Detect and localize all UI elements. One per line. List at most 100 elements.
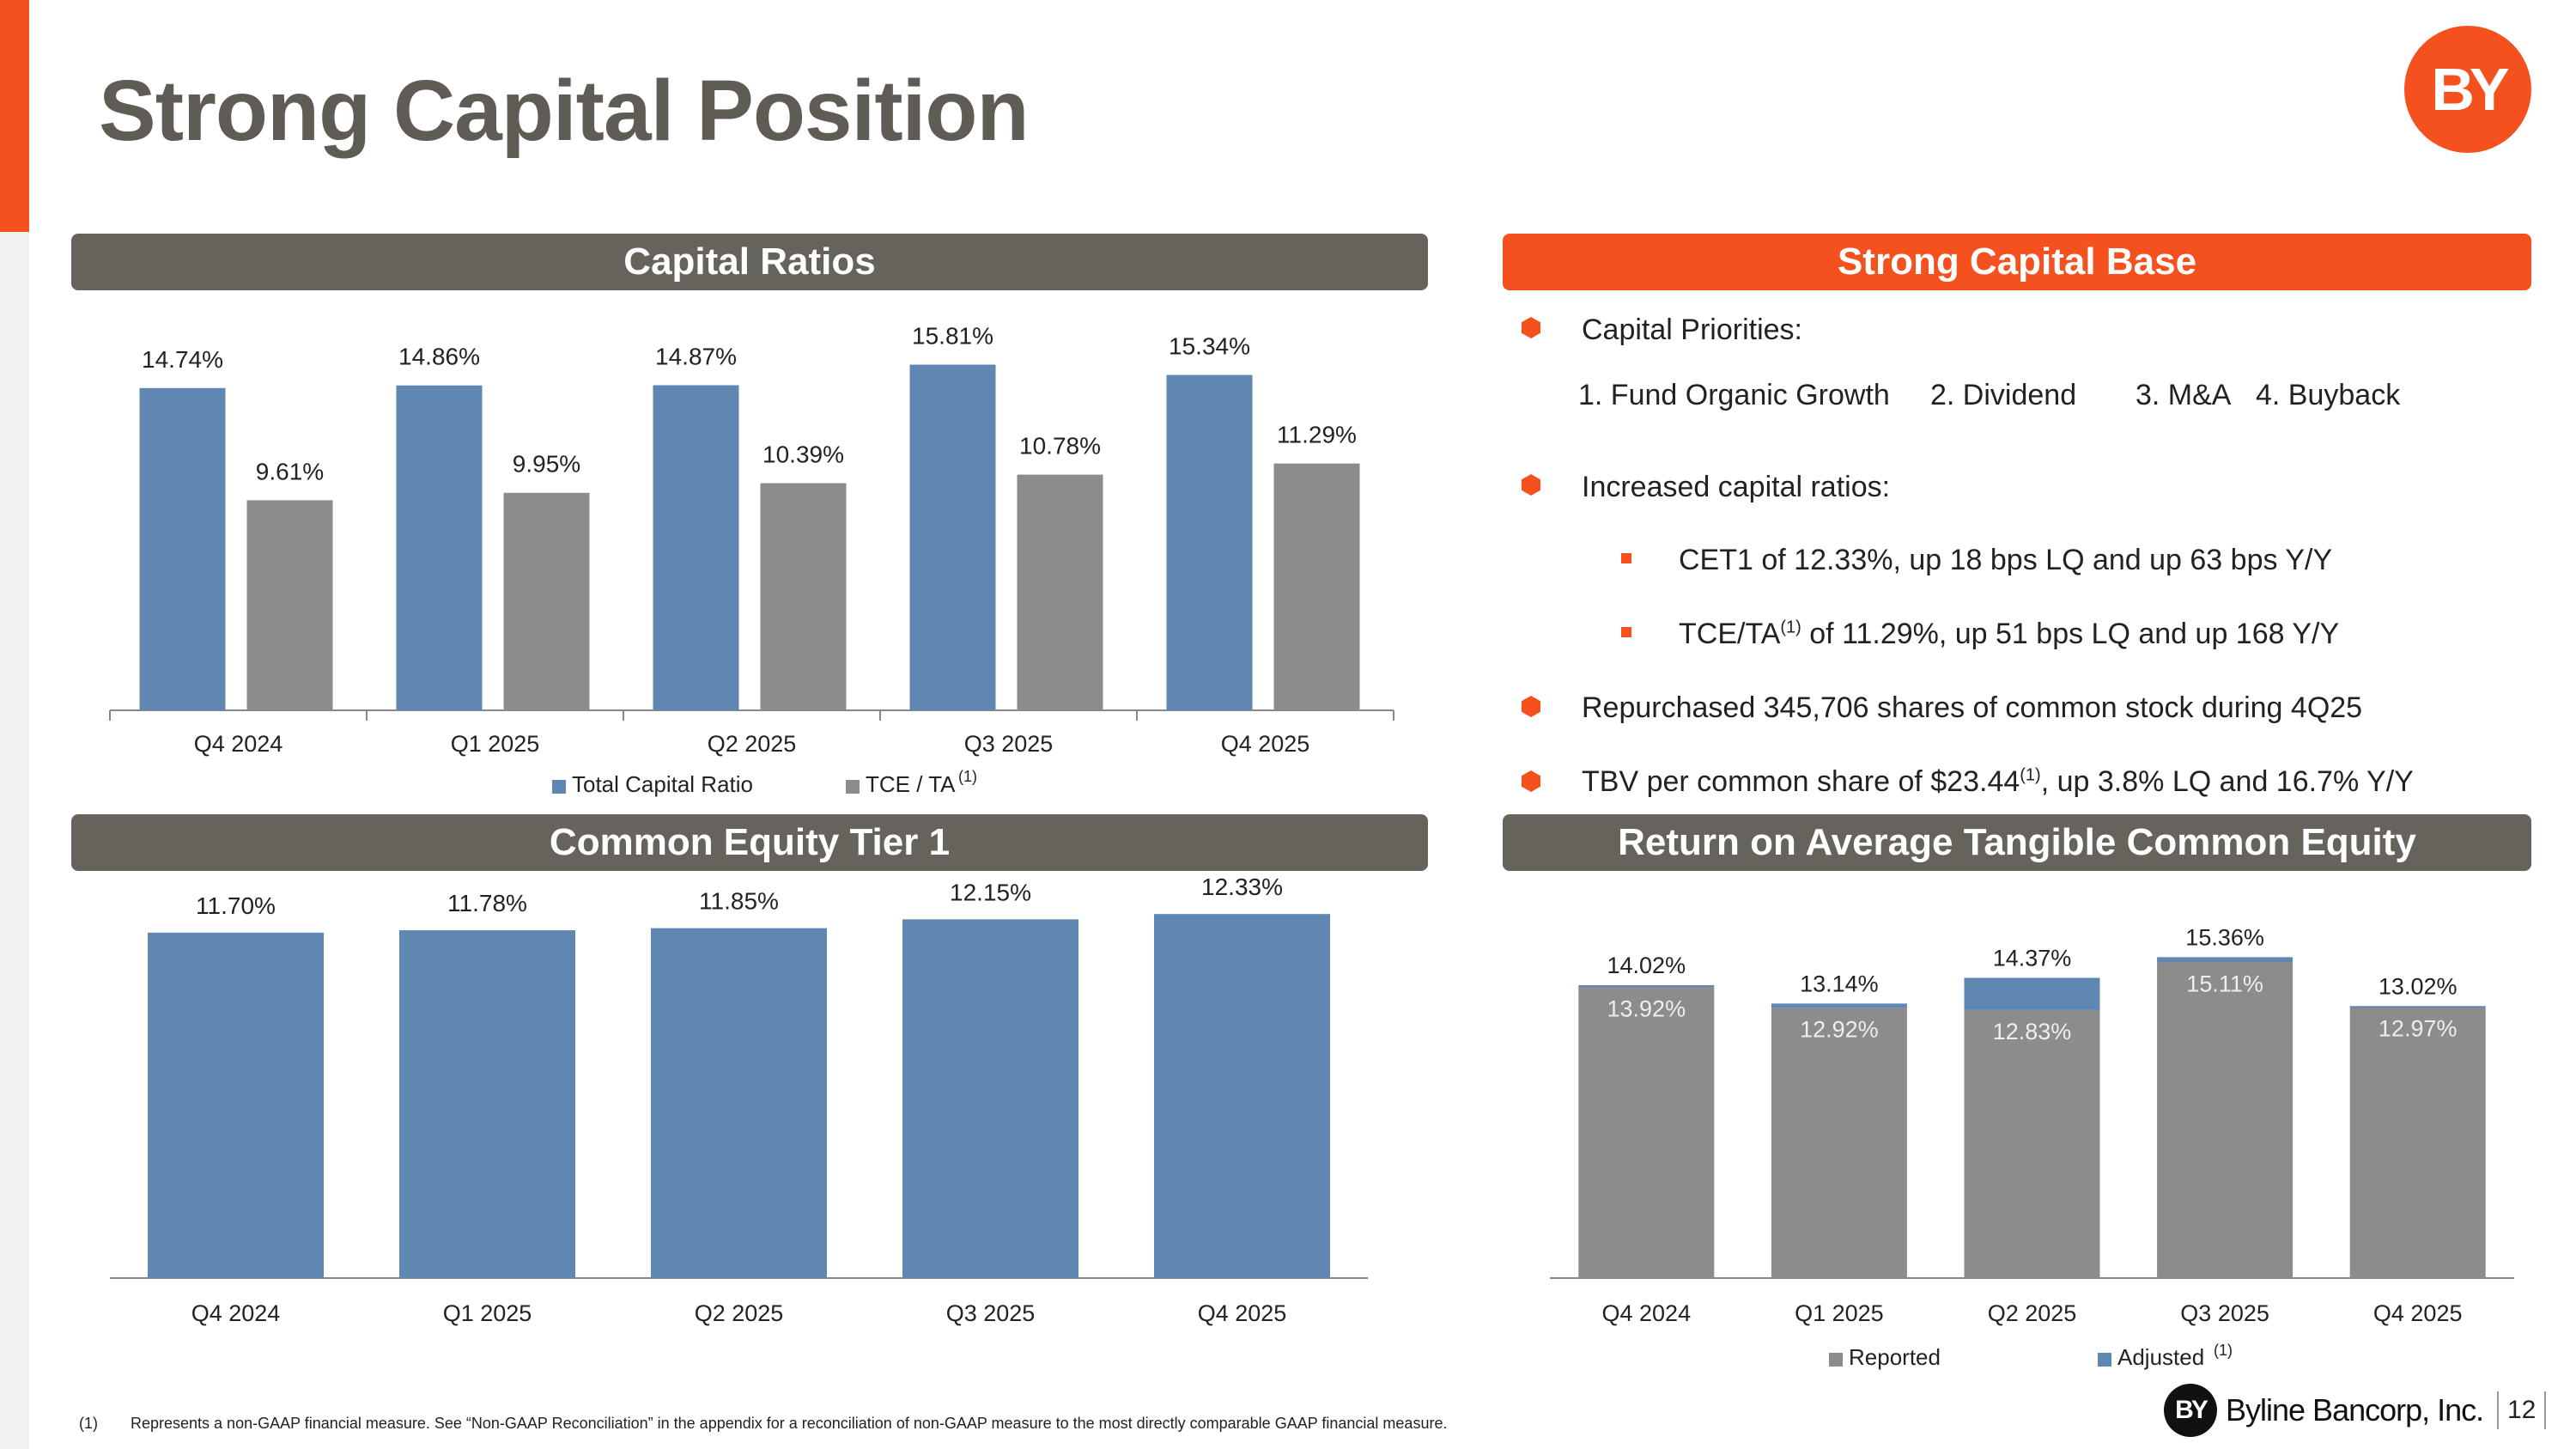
bar-tce-ta bbox=[1273, 463, 1360, 710]
brand-footer: BY Byline Bancorp, Inc. bbox=[2164, 1384, 2484, 1437]
x-tick-label: Q2 2025 bbox=[695, 1300, 784, 1326]
data-label: 9.61% bbox=[256, 458, 324, 484]
data-label: 14.87% bbox=[655, 343, 737, 369]
x-tick-label: Q3 2025 bbox=[946, 1300, 1036, 1326]
bar-cet1 bbox=[902, 919, 1078, 1278]
bar-reported bbox=[2349, 1007, 2486, 1278]
x-tick-label: Q2 2025 bbox=[708, 731, 797, 757]
x-tick-label: Q4 2025 bbox=[2373, 1300, 2463, 1326]
bar-cet1 bbox=[399, 930, 575, 1278]
strong-capital-base-header: Strong Capital Base bbox=[1503, 234, 2531, 290]
legend-reported-label: Reported bbox=[1849, 1344, 1941, 1370]
bar-adjusted bbox=[2349, 1006, 2486, 1008]
tbv-item-sup: (1) bbox=[2020, 765, 2041, 785]
capital-ratios-header: Capital Ratios bbox=[71, 234, 1428, 290]
x-tick-label: Q4 2024 bbox=[191, 1300, 281, 1326]
legend-adjusted-label: Adjusted bbox=[2117, 1344, 2204, 1370]
x-tick-label: Q1 2025 bbox=[1795, 1300, 1884, 1326]
legend-tce-swatch bbox=[846, 780, 860, 794]
priority-2: 2. Dividend bbox=[1930, 379, 2077, 411]
bar-total-capital bbox=[909, 364, 996, 710]
cet1-item: CET1 of 12.33%, up 18 bps LQ and up 63 b… bbox=[1679, 544, 2333, 576]
bar-adjusted bbox=[1964, 977, 2100, 1010]
data-label: 11.70% bbox=[196, 892, 276, 919]
data-label: 11.78% bbox=[447, 890, 527, 916]
data-label-reported: 12.83% bbox=[1993, 1019, 2072, 1044]
x-tick-label: Q3 2025 bbox=[2180, 1300, 2269, 1326]
priority-4: 4. Buyback bbox=[2256, 379, 2401, 411]
tce-item-post: of 11.29%, up 51 bps LQ and up 168 Y/Y bbox=[1801, 618, 2340, 650]
capital-ratios-chart: 14.74% 9.61% Q4 2024 14.86% 9.95% Q1 2025 14.8… bbox=[109, 323, 1394, 797]
data-label-reported: 12.97% bbox=[2379, 1016, 2458, 1042]
left-accent-bar bbox=[0, 0, 29, 232]
bar-total-capital bbox=[653, 385, 739, 710]
data-label: 10.78% bbox=[1019, 433, 1101, 460]
data-label: 14.74% bbox=[142, 346, 223, 373]
x-tick-label: Q4 2024 bbox=[1602, 1300, 1692, 1326]
footnote-number: (1) bbox=[79, 1415, 98, 1432]
tbv-item-pre: TBV per common share of $23.44 bbox=[1582, 765, 2020, 798]
data-label-adjusted: 14.02% bbox=[1607, 953, 1686, 978]
brand-name: Byline Bancorp, Inc. bbox=[2226, 1392, 2484, 1428]
data-label-adjusted: 15.36% bbox=[2185, 924, 2264, 950]
legend-tce-superscript: (1) bbox=[958, 768, 977, 785]
bar-reported bbox=[1578, 987, 1715, 1278]
tce-item: TCE/TA(1) of 11.29%, up 51 bps LQ and up… bbox=[1679, 618, 2339, 651]
bar-tce-ta bbox=[246, 500, 333, 710]
bar-cet1 bbox=[651, 928, 827, 1278]
bar-tce-ta bbox=[760, 483, 847, 710]
square-bullet-icon bbox=[1621, 627, 1631, 637]
priorities-title: Capital Priorities: bbox=[1582, 314, 1802, 346]
bar-adjusted bbox=[1771, 1003, 1907, 1008]
bar-total-capital bbox=[139, 387, 226, 710]
brand-logo: BY bbox=[2164, 1384, 2217, 1437]
data-label-reported: 15.11% bbox=[2186, 971, 2263, 996]
legend-total-capital-swatch bbox=[552, 780, 566, 794]
bar-adjusted bbox=[1578, 984, 1715, 988]
data-label: 11.29% bbox=[1277, 422, 1357, 448]
rotce-chart: 13.92% 14.02% Q4 2024 12.92% 13.14% Q1 2025 12… bbox=[1550, 924, 2514, 1370]
data-label-reported: 13.92% bbox=[1607, 995, 1686, 1021]
increased-ratios: Increased capital ratios: bbox=[1582, 471, 1891, 503]
data-label-adjusted: 13.02% bbox=[2379, 973, 2458, 999]
bar-cet1 bbox=[148, 932, 324, 1278]
cet1-header: Common Equity Tier 1 bbox=[71, 814, 1428, 871]
data-label-adjusted: 13.14% bbox=[1800, 971, 1879, 996]
priority-1: 1. Fund Organic Growth bbox=[1578, 379, 1890, 411]
legend-total-capital-label: Total Capital Ratio bbox=[572, 771, 753, 797]
data-label: 10.39% bbox=[762, 441, 844, 468]
data-label: 12.15% bbox=[950, 879, 1031, 905]
bar-reported bbox=[1964, 1009, 2100, 1278]
hex-bullet-icon bbox=[1522, 696, 1540, 717]
square-bullet-icon bbox=[1621, 553, 1631, 563]
hex-bullet-icon bbox=[1522, 474, 1540, 496]
data-label: 12.33% bbox=[1201, 876, 1283, 900]
data-label: 15.81% bbox=[912, 323, 993, 350]
legend-adjusted-superscript: (1) bbox=[2214, 1342, 2233, 1359]
hex-bullet-icon bbox=[1522, 770, 1540, 792]
bar-total-capital bbox=[396, 385, 483, 710]
bar-reported bbox=[1771, 1008, 1907, 1278]
x-tick-label: Q4 2025 bbox=[1198, 1300, 1287, 1326]
x-tick-label: Q1 2025 bbox=[443, 1300, 532, 1326]
bar-tce-ta bbox=[503, 492, 590, 710]
bar-reported bbox=[2157, 962, 2293, 1278]
byline-logo: BY bbox=[2404, 26, 2531, 153]
data-label: 9.95% bbox=[513, 451, 580, 478]
legend-reported-swatch bbox=[1829, 1353, 1843, 1367]
data-label: 11.85% bbox=[699, 888, 779, 915]
footnote: (1) Represents a non-GAAP financial measu… bbox=[79, 1415, 1447, 1433]
x-tick-label: Q1 2025 bbox=[451, 731, 540, 757]
x-tick-label: Q3 2025 bbox=[964, 731, 1054, 757]
cet1-chart: 11.70% Q4 2024 11.78% Q1 2025 11.85% Q2 2025 1… bbox=[110, 876, 1368, 1326]
bar-total-capital bbox=[1166, 374, 1253, 710]
priority-3: 3. M&A bbox=[2136, 379, 2232, 411]
repurchased-item: Repurchased 345,706 shares of common sto… bbox=[1582, 691, 2363, 724]
x-tick-label: Q2 2025 bbox=[1988, 1300, 2077, 1326]
left-strip bbox=[0, 0, 29, 1449]
x-tick-label: Q4 2025 bbox=[1221, 731, 1310, 757]
page-title: Strong Capital Position bbox=[99, 63, 1030, 159]
data-label: 14.86% bbox=[398, 344, 480, 370]
hex-bullet-icon bbox=[1522, 317, 1540, 338]
tce-item-pre: TCE/TA bbox=[1679, 618, 1781, 650]
